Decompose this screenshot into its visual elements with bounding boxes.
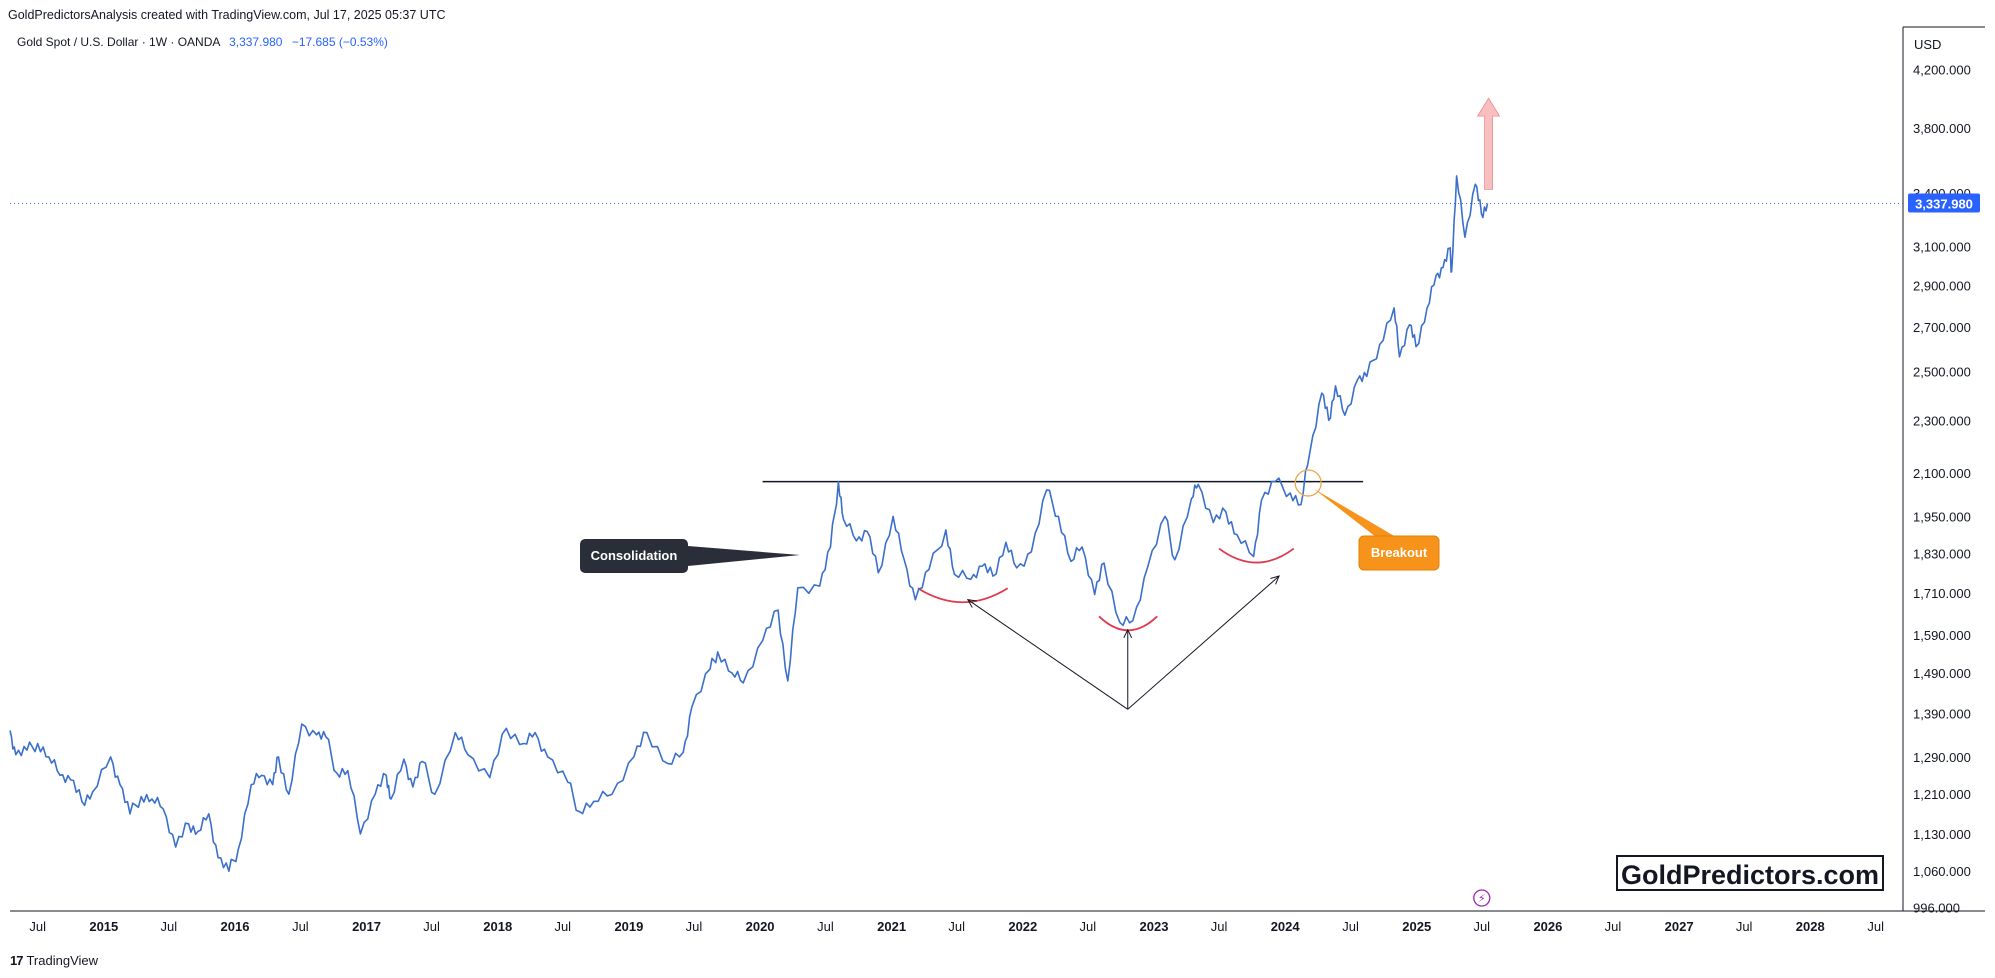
x-tick-label: Jul — [1605, 919, 1622, 934]
symbol-change: −17.685 (−0.53%) — [291, 35, 388, 49]
svg-text:3,337.980: 3,337.980 — [1915, 196, 1973, 211]
converging-arrows — [966, 575, 1280, 710]
x-tick-label: 2018 — [483, 919, 512, 934]
x-tick-label: 2026 — [1533, 919, 1562, 934]
x-tick-label: Jul — [554, 919, 571, 934]
arrow-head — [1270, 575, 1280, 585]
y-axis-unit: USD — [1914, 37, 1941, 52]
y-tick-label: 2,700.000 — [1913, 320, 1971, 335]
series-line-gold — [9, 175, 1489, 872]
x-tick-label: Jul — [1473, 919, 1490, 934]
breakout-label: Breakout — [1371, 545, 1428, 560]
x-tick-label: Jul — [686, 919, 703, 934]
svg-text:⚡: ⚡ — [1478, 892, 1486, 905]
x-tick-label: 2028 — [1796, 919, 1825, 934]
y-tick-label: 3,800.000 — [1913, 121, 1971, 136]
breakout-circle — [1294, 469, 1322, 497]
y-tick-label: 2,900.000 — [1913, 278, 1971, 293]
symbol-description: Gold Spot / U.S. Dollar · 1W · OANDA — [17, 35, 220, 49]
cup-arc — [1218, 547, 1295, 564]
y-tick-label: 1,390.000 — [1913, 706, 1971, 721]
y-tick-label: 1,590.000 — [1913, 628, 1971, 643]
y-tick-label: 2,100.000 — [1913, 466, 1971, 481]
consolidation-label: Consolidation — [591, 548, 678, 563]
x-tick-label: Jul — [423, 919, 440, 934]
x-tick-label: 2024 — [1271, 919, 1301, 934]
projection-arrow-up[interactable] — [1476, 97, 1501, 190]
y-tick-label: 1,950.000 — [1913, 509, 1971, 524]
y-tick-label: 2,500.000 — [1913, 365, 1971, 380]
y-tick-label: 1,490.000 — [1913, 666, 1971, 681]
x-tick-label: 2025 — [1402, 919, 1431, 934]
breakout-box — [1358, 535, 1440, 571]
last-price-label: 3,337.980 — [1908, 193, 1980, 213]
x-tick-label: Jul — [161, 919, 178, 934]
x-tick-label: Jul — [1342, 919, 1359, 934]
cup-arc — [1098, 615, 1158, 632]
arrow-line — [967, 599, 1129, 710]
cup-arc — [917, 587, 1009, 604]
x-tick-label: Jul — [292, 919, 309, 934]
y-tick-label: 1,830.000 — [1913, 546, 1971, 561]
consolidation-pointer — [688, 546, 800, 566]
x-tick-label: Jul — [1211, 919, 1228, 934]
breakout-pointer — [1314, 489, 1396, 537]
y-tick-label: 3,100.000 — [1913, 240, 1971, 255]
x-tick-label: 2023 — [1140, 919, 1169, 934]
consolidation-box — [580, 539, 688, 573]
tradingview-logo-icon: 17 — [10, 953, 24, 968]
tradingview-footer[interactable]: 17 TradingView — [10, 953, 98, 968]
x-tick-label: 2016 — [221, 919, 250, 934]
x-tick-label: 2017 — [352, 919, 381, 934]
y-tick-label: 996.000 — [1913, 900, 1960, 915]
symbol-last-price: 3,337.980 — [229, 35, 283, 49]
x-tick-label: Jul — [1736, 919, 1753, 934]
x-tick-label: 2015 — [89, 919, 118, 934]
y-tick-label: 4,200.000 — [1913, 63, 1971, 78]
cup-arcs — [917, 547, 1295, 632]
y-tick-label: 1,710.000 — [1913, 586, 1971, 601]
arrow-line — [1127, 575, 1280, 710]
x-tick-label: 2021 — [877, 919, 906, 934]
symbol-legend[interactable]: Gold Spot / U.S. Dollar · 1W · OANDA 3,3… — [17, 35, 388, 49]
y-tick-label: 1,210.000 — [1913, 787, 1971, 802]
y-tick-label: 1,290.000 — [1913, 750, 1971, 765]
x-tick-label: Jul — [948, 919, 965, 934]
x-tick-label: Jul — [1080, 919, 1097, 934]
y-tick-label: 2,300.000 — [1913, 413, 1971, 428]
x-axis-ticks[interactable]: Jul 2015 Jul 2016 Jul 2017 Jul 2018 Jul 2019 Jul 20… — [29, 919, 1884, 934]
breakout-callout[interactable]: Breakout — [1314, 489, 1440, 571]
tradingview-brand: TradingView — [26, 953, 99, 968]
x-tick-label: Jul — [1867, 919, 1884, 934]
consolidation-callout[interactable]: Consolidation — [580, 539, 800, 573]
x-tick-label: 2022 — [1008, 919, 1037, 934]
event-marker[interactable]: ⚡ — [1473, 889, 1491, 907]
y-tick-label: 1,060.000 — [1913, 864, 1971, 879]
x-tick-label: 2027 — [1665, 919, 1694, 934]
created-by-header: GoldPredictorsAnalysis created with Trad… — [8, 8, 446, 22]
arrow-head — [1123, 628, 1133, 639]
x-tick-label: 2020 — [746, 919, 775, 934]
x-tick-label: Jul — [817, 919, 834, 934]
watermark-logo: GoldPredictors.com — [1616, 855, 1884, 891]
x-tick-label: Jul — [29, 919, 46, 934]
x-tick-label: 2019 — [614, 919, 643, 934]
y-tick-label: 1,130.000 — [1913, 827, 1971, 842]
y-axis-ticks: 4,200.0003,800.0003,400.0003,100.0002,90… — [1913, 63, 1971, 916]
arrow-head — [966, 599, 977, 608]
